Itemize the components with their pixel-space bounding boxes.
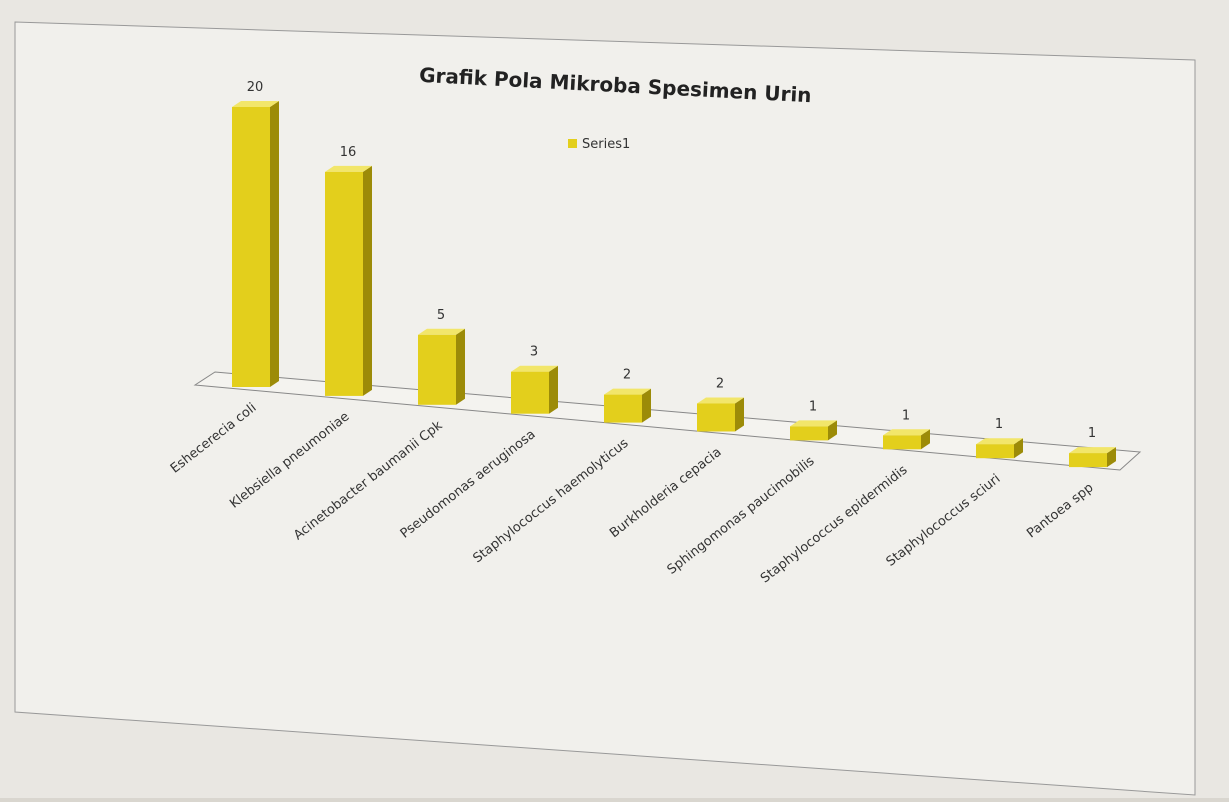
bar-top (325, 165, 372, 172)
data-label: 1 (902, 408, 910, 423)
bar (325, 171, 363, 396)
data-label: 1 (995, 417, 1003, 432)
bar (232, 107, 270, 387)
bar (697, 403, 735, 432)
data-label: 20 (247, 80, 264, 95)
bar-side (270, 101, 279, 387)
bar-top (1069, 447, 1116, 454)
bar (604, 394, 642, 423)
bar-top (697, 397, 744, 404)
bar-side (549, 365, 558, 414)
legend-label: Series1 (582, 137, 630, 152)
bar-side (828, 420, 837, 441)
bar-top (232, 101, 279, 107)
bar-side (363, 165, 372, 396)
bar (790, 426, 828, 441)
bar-top (418, 328, 465, 335)
bar (511, 371, 549, 414)
legend-swatch (568, 139, 577, 148)
data-label: 2 (623, 368, 631, 383)
data-label: 3 (530, 345, 538, 360)
bar (1069, 453, 1107, 468)
bar-top (511, 365, 558, 372)
bar-side (1014, 438, 1023, 459)
bar (883, 435, 921, 450)
data-label: 1 (809, 399, 817, 414)
data-label: 5 (437, 308, 445, 323)
bar-side (456, 328, 465, 405)
bar-top (604, 388, 651, 395)
bar (418, 334, 456, 405)
bar-top (976, 438, 1023, 445)
bar-side (735, 397, 744, 432)
data-label: 1 (1088, 426, 1096, 441)
bar-side (1107, 447, 1116, 468)
bar-top (883, 429, 930, 436)
data-label: 2 (716, 377, 724, 392)
bar-side (921, 429, 930, 450)
bar (976, 444, 1014, 459)
bar-top (790, 420, 837, 427)
bar-side (642, 388, 651, 423)
data-label: 16 (340, 145, 357, 160)
